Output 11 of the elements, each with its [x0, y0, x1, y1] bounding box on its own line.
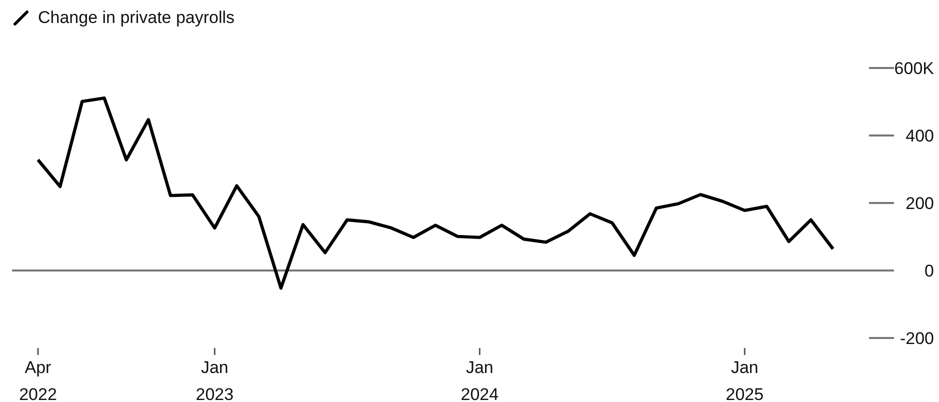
x-tick-label: Jan 2023 — [196, 358, 234, 402]
y-tick-label: 600K — [894, 58, 935, 78]
line-series — [36, 96, 835, 290]
y-tick-label: -200 — [900, 328, 934, 348]
legend-label: Change in private payrolls — [38, 8, 235, 28]
y-tick-label: 400 — [906, 126, 934, 146]
x-tick-label: Jan 2025 — [726, 358, 764, 402]
x-tick-label: Jan 2024 — [460, 358, 499, 402]
y-tick-label: 200 — [906, 194, 934, 213]
x-tick-label: Apr 2022 — [19, 358, 57, 402]
y-tick-label: 0 — [924, 261, 934, 280]
